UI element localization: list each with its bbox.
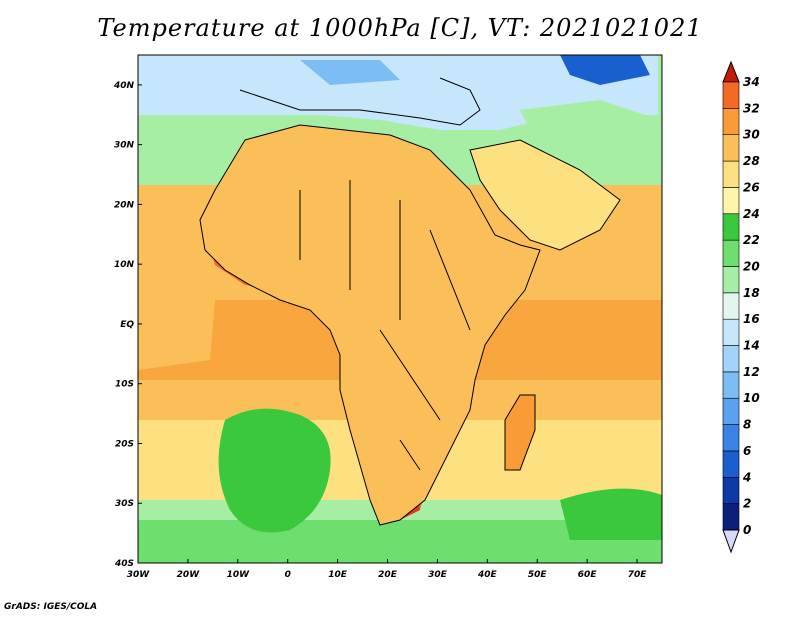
lat-tick-label: 20N	[114, 200, 135, 210]
colorbar-label: 14	[743, 339, 760, 353]
lon-tick-label: 10W	[227, 570, 251, 580]
colorbar-label: 22	[743, 233, 760, 247]
colorbar-label: 0	[743, 523, 751, 537]
colorbar-segment	[722, 292, 740, 320]
lat-tick-label: 20S	[115, 439, 134, 449]
lon-tick-label: 20W	[177, 570, 201, 580]
colorbar-label: 24	[743, 207, 760, 221]
colorbar-segment	[722, 187, 740, 215]
colorbar-label: 16	[743, 312, 760, 326]
map-title: Temperature at 1000hPa [C], VT: 20210210…	[97, 14, 703, 42]
colorbar-label: 18	[743, 286, 760, 300]
colorbar-segment	[722, 318, 740, 346]
colorbar-label: 4	[742, 470, 751, 484]
plot-frame	[137, 54, 663, 564]
credit-label: GrADS: IGES/COLA	[4, 602, 98, 612]
axis-ticks: 30W 20W 10W 0 10E 20E 30E 40E 50E 60E 70E 40N 30N 20N…	[113, 81, 647, 580]
colorbar-under-triangle	[722, 529, 740, 554]
colorbar-segment	[722, 503, 740, 531]
lon-tick-label: 50E	[528, 570, 548, 580]
colorbar-label: 28	[743, 154, 760, 168]
lat-tick-label: 40S	[114, 559, 134, 569]
lon-tick-label: 30E	[428, 570, 448, 580]
mediterranean-cool	[240, 60, 540, 130]
colorbar-segment	[722, 424, 740, 452]
lon-tick-label: 70E	[628, 570, 648, 580]
lon-tick-label: 0	[285, 570, 291, 580]
colorbar-segment	[722, 397, 740, 425]
lat-tick-label: 10N	[114, 260, 135, 270]
south-atlantic-green	[218, 408, 331, 533]
colorbar-segment	[722, 266, 740, 294]
lon-tick-label: 30W	[127, 570, 151, 580]
colorbar-segment	[722, 476, 740, 504]
colorbar-over-triangle	[722, 60, 740, 83]
colorbar-label: 34	[743, 75, 760, 89]
lon-tick-label: 40E	[477, 570, 498, 580]
colorbar-segment	[722, 239, 740, 267]
lon-tick-label: 60E	[578, 570, 598, 580]
colorbar-segment	[722, 213, 740, 241]
colorbar-segment	[722, 134, 740, 162]
colorbar-segment	[722, 345, 740, 373]
colorbar-label: 30	[743, 128, 760, 142]
lat-tick-label: 30N	[114, 141, 135, 151]
colorbar-segment	[722, 371, 740, 399]
colorbar-segment	[722, 108, 740, 136]
middle-east-green	[520, 100, 660, 170]
colorbar-segment	[722, 160, 740, 188]
colorbar-label: 6	[743, 444, 751, 458]
arabia	[470, 140, 620, 250]
colorbar-segment	[722, 81, 740, 109]
atlantic-band	[138, 250, 215, 370]
lon-tick-label: 20E	[378, 570, 398, 580]
colorbar-label: 20	[743, 259, 760, 273]
europe-cold	[300, 60, 400, 85]
colorbar-segment	[722, 450, 740, 478]
lat-tick-label: 40N	[113, 81, 135, 91]
madagascar	[505, 395, 535, 470]
colorbar-label: 8	[743, 418, 751, 432]
colorbar-label: 12	[743, 365, 760, 379]
indian-ocean-green	[560, 488, 662, 540]
colorbar-label: 26	[743, 180, 760, 194]
lat-tick-label: 10S	[115, 380, 134, 390]
lon-tick-label: 10E	[328, 570, 348, 580]
colorbar-label: 32	[743, 101, 760, 115]
colorbar-label: 10	[743, 391, 760, 405]
caucasus-cold	[560, 55, 650, 85]
coastlines	[199, 77, 621, 526]
lat-tick-label: EQ	[120, 320, 134, 330]
lat-tick-label: 30S	[115, 499, 134, 509]
colorbar-label: 2	[743, 497, 751, 511]
